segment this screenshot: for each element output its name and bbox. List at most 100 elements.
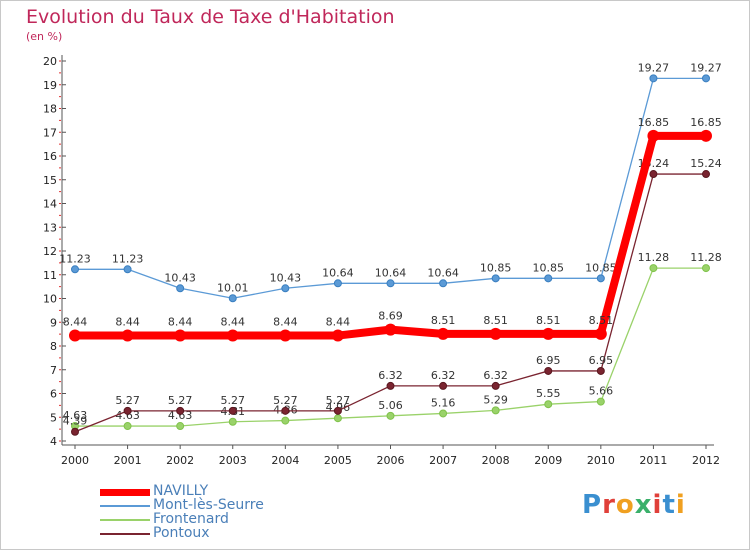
chart-unit: (en %) <box>26 30 63 43</box>
x-tick-label: 2005 <box>324 454 352 467</box>
data-label: 10.64 <box>375 266 407 279</box>
data-point <box>596 274 605 283</box>
data-label: 11.28 <box>638 251 670 264</box>
data-label: 10.43 <box>270 271 302 284</box>
data-point <box>228 406 237 415</box>
legend: NAVILLY Mont-lès-Seurre Frontenard Pontoux <box>100 483 320 541</box>
y-tick-label: 10 <box>43 293 57 306</box>
data-point <box>594 327 607 340</box>
data-label: 5.55 <box>536 387 561 400</box>
data-point <box>649 170 658 179</box>
data-label: 10.85 <box>585 261 617 274</box>
y-tick-label: 9 <box>50 316 57 329</box>
data-label: 4.63 <box>115 409 140 422</box>
x-tick-label: 2006 <box>377 454 405 467</box>
data-label: 10.64 <box>427 266 459 279</box>
legend-swatch <box>100 519 150 521</box>
x-tick-label: 2001 <box>114 454 142 467</box>
data-point <box>439 409 448 418</box>
data-label: 10.43 <box>164 271 196 284</box>
data-point <box>439 381 448 390</box>
data-label: 10.85 <box>480 261 512 274</box>
x-tick-label: 2010 <box>587 454 615 467</box>
y-tick-label: 8 <box>50 340 57 353</box>
data-point <box>176 284 185 293</box>
x-tick-label: 2012 <box>692 454 720 467</box>
data-label: 19.27 <box>690 61 722 74</box>
data-point <box>386 279 395 288</box>
data-label: 8.51 <box>431 314 456 327</box>
data-point <box>281 284 290 293</box>
y-tick-label: 19 <box>43 79 57 92</box>
data-point <box>123 422 132 431</box>
data-point <box>544 274 553 283</box>
y-tick-label: 6 <box>50 388 57 401</box>
data-label: 5.06 <box>378 399 403 412</box>
x-tick-label: 2003 <box>219 454 247 467</box>
y-tick-label: 11 <box>43 269 57 282</box>
data-label: 5.27 <box>326 394 351 407</box>
data-label: 6.32 <box>431 369 456 382</box>
data-point <box>331 329 344 342</box>
data-label: 5.29 <box>483 393 508 406</box>
legend-label: Frontenard <box>153 511 229 527</box>
data-label: 10.64 <box>322 266 354 279</box>
data-label: 11.23 <box>112 252 144 265</box>
data-point <box>123 406 132 415</box>
y-tick-label: 17 <box>43 126 57 139</box>
data-label: 5.66 <box>589 385 614 398</box>
x-tick-label: 2000 <box>61 454 89 467</box>
data-label: 4.39 <box>63 415 88 428</box>
data-point <box>71 265 79 274</box>
legend-label: Mont-lès-Seurre <box>153 497 264 513</box>
data-point <box>596 397 605 406</box>
data-point <box>123 265 132 274</box>
data-point <box>702 74 710 83</box>
data-label: 8.44 <box>221 316 246 329</box>
y-tick-label: 20 <box>43 55 57 68</box>
data-label: 8.44 <box>273 316 298 329</box>
x-tick-label: 2002 <box>166 454 194 467</box>
data-label: 6.95 <box>536 354 561 367</box>
data-point <box>333 414 342 423</box>
legend-swatch <box>100 505 150 507</box>
y-tick-label: 14 <box>43 198 57 211</box>
data-point <box>437 327 450 340</box>
data-label: 8.44 <box>326 316 351 329</box>
y-tick-label: 7 <box>50 364 57 377</box>
data-label: 8.51 <box>483 314 508 327</box>
y-tick-label: 16 <box>43 150 57 163</box>
data-label: 5.27 <box>168 394 193 407</box>
data-label: 8.44 <box>115 316 140 329</box>
data-point <box>228 417 237 426</box>
data-label: 8.69 <box>378 310 403 323</box>
data-label: 10.01 <box>217 281 249 294</box>
legend-item: NAVILLY <box>100 483 320 499</box>
data-point <box>384 323 397 336</box>
data-point <box>700 129 712 142</box>
data-point <box>542 327 555 340</box>
data-point <box>174 329 187 342</box>
data-label: 5.16 <box>431 396 456 409</box>
x-tick-label: 2009 <box>534 454 562 467</box>
data-label: 8.51 <box>589 314 614 327</box>
data-point <box>491 406 500 415</box>
data-label: 4.63 <box>63 409 88 422</box>
data-point <box>279 329 292 342</box>
x-tick-label: 2004 <box>271 454 299 467</box>
data-label: 8.51 <box>536 314 561 327</box>
data-point <box>439 279 448 288</box>
series-line-NAVILLY <box>75 131 706 340</box>
legend-item: Pontoux <box>100 525 320 541</box>
data-label: 10.85 <box>533 261 565 274</box>
data-label: 5.27 <box>221 394 246 407</box>
data-point <box>649 264 658 273</box>
data-point <box>386 381 395 390</box>
data-point <box>647 129 660 142</box>
data-label: 15.24 <box>690 157 722 170</box>
data-label: 6.32 <box>378 369 403 382</box>
data-label: 19.27 <box>638 61 670 74</box>
data-label: 6.32 <box>483 369 508 382</box>
